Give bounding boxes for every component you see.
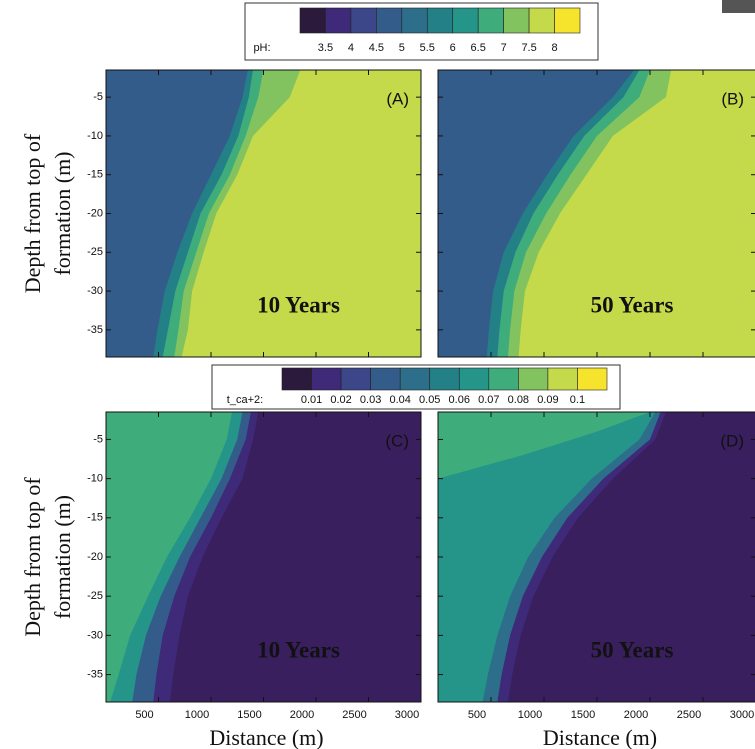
colorbar-swatch	[311, 367, 342, 391]
y-tick-label: -35	[87, 668, 103, 680]
contour-region	[170, 412, 421, 702]
colorbar-swatch	[488, 367, 519, 391]
colorbar-label: t_ca+2:	[227, 394, 263, 406]
y-tick-label: -15	[87, 169, 103, 181]
contour-region	[518, 70, 755, 357]
colorbar-swatch	[401, 7, 428, 34]
colorbar-swatch	[503, 7, 530, 34]
colorbar-tick-label: 0.01	[301, 394, 322, 406]
panel-label: (D)	[720, 431, 744, 450]
contour-patch	[438, 412, 650, 479]
colorbar-tick-label: 0.08	[508, 394, 529, 406]
x-tick-label: 1500	[571, 709, 595, 721]
colorbar-swatch	[299, 7, 326, 34]
y-axis-label: Depth from top of	[20, 477, 45, 637]
y-tick-label: -5	[93, 91, 103, 103]
y-axis-label: formation (m)	[50, 495, 75, 619]
colorbar-tick-label: 0.02	[330, 394, 351, 406]
colorbar-swatch	[452, 7, 479, 34]
colorbar-swatch	[547, 367, 578, 391]
y-axis-label: Depth from top of	[20, 133, 45, 293]
annotation: 10 Years	[257, 637, 340, 662]
contour-region	[507, 412, 755, 702]
colorbar-tick-label: 0.1	[570, 394, 585, 406]
y-tick-label: -30	[87, 285, 103, 297]
annotation: 50 Years	[591, 637, 674, 662]
colorbar-tick-label: 0.05	[419, 394, 440, 406]
colorbar-swatch	[281, 367, 312, 391]
colorbar-swatch	[399, 367, 431, 391]
colorbar-tick-label: 3.5	[318, 42, 333, 54]
x-tick-label: 500	[468, 709, 486, 721]
colorbar-swatch	[528, 7, 555, 34]
x-tick-label: 3000	[395, 709, 419, 721]
colorbar-tick-label: 7.5	[521, 42, 536, 54]
plot-area	[438, 412, 755, 702]
y-tick-label: -30	[87, 629, 103, 641]
contour-region	[181, 70, 421, 357]
annotation: 10 Years	[257, 292, 340, 317]
x-tick-label: 2500	[677, 709, 701, 721]
y-tick-label: -10	[87, 473, 103, 485]
colorbar-tick-label: 0.04	[389, 394, 410, 406]
colorbar-tick-label: 0.07	[478, 394, 499, 406]
colorbar-tick-label: 0.03	[360, 394, 381, 406]
panel-label: (B)	[721, 89, 744, 108]
x-tick-label: 3000	[730, 709, 754, 721]
x-tick-label: 2000	[290, 709, 314, 721]
y-tick-label: -20	[87, 207, 103, 219]
colorbar-swatch	[426, 7, 454, 34]
annotation: 50 Years	[591, 292, 674, 317]
colorbar-tick-label: 0.09	[537, 394, 558, 406]
colorbar-tick-label: 8	[551, 42, 557, 54]
y-tick-label: -25	[87, 590, 103, 602]
plot-area	[106, 412, 421, 702]
colorbar-swatch	[325, 7, 352, 34]
y-tick-label: -35	[87, 324, 103, 336]
colorbar-swatch	[376, 7, 403, 34]
colorbar-swatch	[370, 367, 401, 391]
colorbar-tick-label: 7	[501, 42, 507, 54]
y-tick-label: -25	[87, 246, 103, 258]
plot-area	[438, 70, 755, 357]
colorbar-tick-label: 6.5	[471, 42, 486, 54]
y-tick-label: -15	[87, 512, 103, 524]
colorbar-swatch	[554, 7, 581, 34]
y-tick-label: -10	[87, 130, 103, 142]
plot-area	[106, 70, 421, 357]
x-tick-label: 1500	[237, 709, 261, 721]
colorbar-swatch	[458, 367, 490, 391]
colorbar-tick-label: 4.5	[369, 42, 384, 54]
y-tick-label: -5	[93, 433, 103, 445]
y-tick-label: -20	[87, 551, 103, 563]
colorbar-swatch	[350, 7, 377, 34]
x-tick-label: 500	[135, 709, 153, 721]
colorbar-tick-label: 4	[348, 42, 354, 54]
colorbar-swatch	[429, 367, 460, 391]
colorbar-label: pH:	[253, 42, 270, 54]
x-tick-label: 2500	[342, 709, 366, 721]
colorbar-tick-label: 5.5	[420, 42, 435, 54]
colorbar-swatch	[340, 367, 371, 391]
panel-label: (C)	[385, 431, 409, 450]
colorbar-tick-label: 0.06	[449, 394, 470, 406]
colorbar-tick-label: 5	[399, 42, 405, 54]
y-axis-label: formation (m)	[50, 151, 75, 275]
x-axis-label: Distance (m)	[209, 725, 323, 749]
colorbar-swatch	[577, 367, 608, 391]
x-tick-label: 2000	[624, 709, 648, 721]
x-tick-label: 1000	[185, 709, 209, 721]
x-tick-label: 1000	[518, 709, 542, 721]
colorbar-swatch	[477, 7, 504, 34]
x-axis-label: Distance (m)	[543, 725, 657, 749]
colorbar-tick-label: 6	[450, 42, 456, 54]
colorbar-swatch	[518, 367, 549, 391]
panel-label: (A)	[386, 89, 409, 108]
photo-corner	[722, 0, 755, 13]
